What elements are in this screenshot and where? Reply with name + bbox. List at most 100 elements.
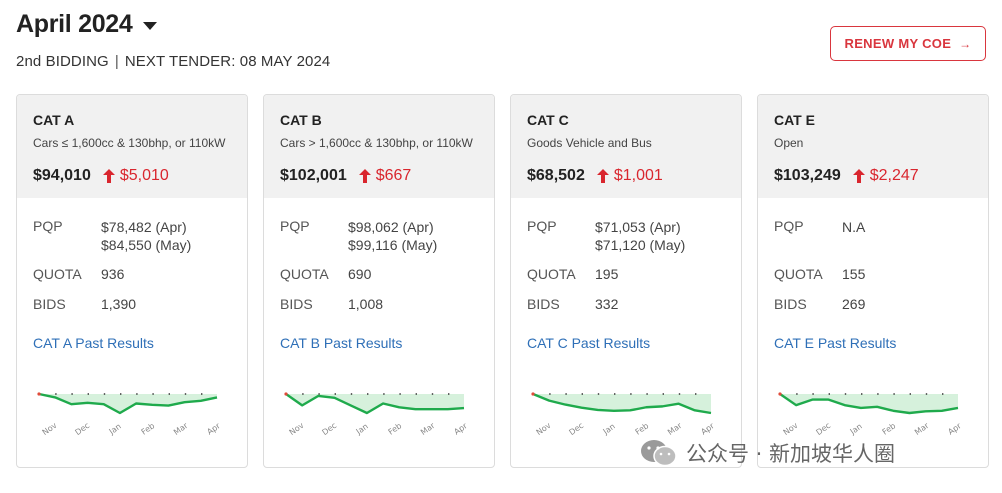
quota-row: QUOTA 195 <box>527 266 725 296</box>
quota-label: QUOTA <box>774 266 823 282</box>
sparkline-chart: Nov Dec Jan Feb Mar Apr <box>531 392 716 437</box>
bids-row: BIDS 332 <box>527 296 725 326</box>
price-change: $1,001 <box>596 167 663 185</box>
card-header: CAT B Cars > 1,600cc & 130bhp, or 110kW … <box>264 95 494 198</box>
card-body: PQP $98,062 (Apr) $99,116 (May) QUOTA 69… <box>264 198 494 353</box>
coe-price: $103,249 <box>774 167 841 184</box>
bids-value: 1,008 <box>348 296 384 312</box>
card-header: CAT A Cars ≤ 1,600cc & 130bhp, or 110kW … <box>17 95 247 198</box>
past-results-link[interactable]: CAT A Past Results <box>33 335 154 351</box>
pqp-value: $84,550 (May) <box>101 237 192 253</box>
month-tick-label: Apr <box>452 421 469 437</box>
month-tick-label: Jan <box>354 422 370 437</box>
category-description: Open <box>774 136 804 150</box>
arrow-up-icon <box>358 169 371 183</box>
bids-value: 269 <box>842 296 866 312</box>
sparkline-start-point <box>778 392 782 396</box>
sparkline-line <box>532 392 712 415</box>
bids-row: BIDS 1,008 <box>280 296 478 326</box>
wechat-icon <box>641 440 677 467</box>
bids-row: BIDS 1,390 <box>33 296 231 326</box>
category-name: CAT B <box>280 112 322 128</box>
pqp-values: N.A <box>842 218 865 266</box>
month-tick-label: Feb <box>387 421 404 437</box>
month-tick-label: Nov <box>41 421 59 437</box>
card-body: PQP $71,053 (Apr) $71,120 (May) QUOTA 19… <box>511 198 741 353</box>
page-header: April 2024 2nd BIDDING | NEXT TENDER: 08 M… <box>16 10 330 70</box>
sparkline-line <box>285 393 465 415</box>
quota-row: QUOTA 155 <box>774 266 972 296</box>
card-cat-c: CAT C Goods Vehicle and Bus $68,502 $1,0… <box>510 94 742 468</box>
price-row: $68,502 $1,001 <box>527 167 725 185</box>
month-tick-label: Nov <box>288 421 306 437</box>
price-change-value: $667 <box>375 167 412 184</box>
bidding-info: 2nd BIDDING | NEXT TENDER: 08 MAY 2024 <box>16 53 330 70</box>
arrow-right-icon: → <box>959 36 972 51</box>
coe-price: $94,010 <box>33 167 91 184</box>
pqp-row: PQP N.A <box>774 218 972 266</box>
bids-label: BIDS <box>774 296 807 312</box>
category-description: Cars ≤ 1,600cc & 130bhp, or 110kW <box>33 136 226 150</box>
bids-label: BIDS <box>33 296 66 312</box>
renew-coe-label: RENEW MY COE <box>844 36 952 51</box>
card-cat-e: CAT E Open $103,249 $2,247 PQP N.A QUOTA <box>757 94 989 468</box>
month-tick-label: Mar <box>419 421 437 437</box>
next-tender: NEXT TENDER: 08 MAY 2024 <box>124 53 331 70</box>
sparkline-chart: Nov Dec Jan Feb Mar Apr <box>37 392 222 437</box>
pqp-values: $78,482 (Apr) $84,550 (May) <box>101 218 191 266</box>
renew-coe-button[interactable]: RENEW MY COE → <box>830 26 986 61</box>
separator: | <box>114 53 119 70</box>
month-tick-label: Apr <box>946 421 963 437</box>
past-results-link[interactable]: CAT C Past Results <box>527 335 651 351</box>
bids-value: 1,390 <box>101 296 137 312</box>
price-row: $103,249 $2,247 <box>774 167 972 185</box>
quota-value: 155 <box>842 266 866 282</box>
pqp-value: $98,062 (Apr) <box>348 219 434 235</box>
sparkline-area <box>533 394 711 413</box>
pqp-row: PQP $78,482 (Apr) $84,550 (May) <box>33 218 231 266</box>
bids-value: 332 <box>595 296 619 312</box>
month-selector[interactable]: April 2024 <box>16 10 330 39</box>
month-tick-label: Jan <box>848 422 864 437</box>
month-tick-label: Mar <box>666 421 684 437</box>
card-cat-a: CAT A Cars ≤ 1,600cc & 130bhp, or 110kW … <box>16 94 248 468</box>
sparkline-line <box>38 392 218 415</box>
month-tick-label: Mar <box>913 421 931 437</box>
sparkline-start-point <box>284 392 288 396</box>
sparkline-start-point <box>37 392 41 396</box>
quota-value: 936 <box>101 266 125 282</box>
sparkline-start-point <box>531 392 535 396</box>
arrow-up-icon <box>102 169 115 183</box>
month-tick-label: Mar <box>172 421 190 437</box>
pqp-label: PQP <box>774 218 804 234</box>
past-results-link[interactable]: CAT E Past Results <box>774 335 897 351</box>
price-change-value: $1,001 <box>613 167 663 184</box>
category-name: CAT E <box>774 112 815 128</box>
pqp-values: $71,053 (Apr) $71,120 (May) <box>595 218 685 266</box>
price-row: $94,010 $5,010 <box>33 167 231 185</box>
card-body: PQP $78,482 (Apr) $84,550 (May) QUOTA 93… <box>17 198 247 353</box>
price-change: $5,010 <box>102 167 169 185</box>
price-change-value: $2,247 <box>869 167 919 184</box>
quota-row: QUOTA 936 <box>33 266 231 296</box>
month-tick-label: Apr <box>699 421 716 437</box>
arrow-up-icon <box>596 169 609 183</box>
pqp-label: PQP <box>33 218 63 234</box>
caret-down-icon[interactable] <box>142 22 157 30</box>
page-title[interactable]: April 2024 <box>16 10 133 38</box>
sparkline-area <box>39 394 217 413</box>
category-description: Goods Vehicle and Bus <box>527 136 652 150</box>
watermark-text: 公众号 · 新加坡华人圈 <box>686 442 896 466</box>
quota-label: QUOTA <box>33 266 82 282</box>
sparkline-chart: Nov Dec Jan Feb Mar Apr <box>284 392 469 437</box>
category-name: CAT C <box>527 112 569 128</box>
month-tick-label: Dec <box>567 421 585 437</box>
coe-price: $102,001 <box>280 167 347 184</box>
past-results-link[interactable]: CAT B Past Results <box>280 335 403 351</box>
card-header: CAT E Open $103,249 $2,247 <box>758 95 988 198</box>
quota-value: 690 <box>348 266 372 282</box>
bids-row: BIDS 269 <box>774 296 972 326</box>
price-change: $667 <box>358 167 412 185</box>
month-tick-label: Dec <box>320 421 338 437</box>
month-tick-label: Jan <box>107 422 123 437</box>
